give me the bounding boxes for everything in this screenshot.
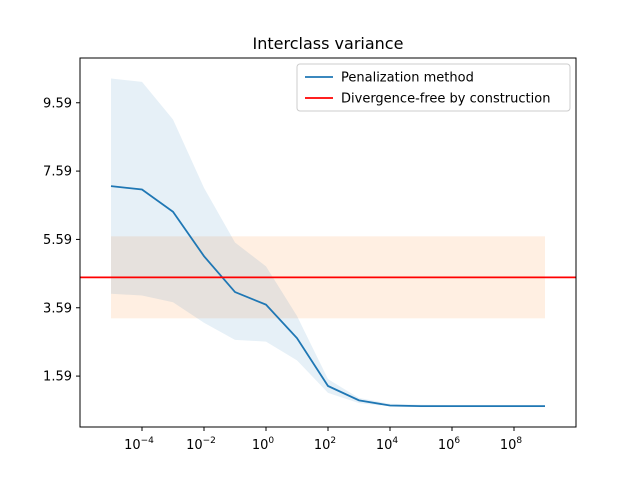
x-tick-label: 106 (438, 436, 461, 453)
legend-box (296, 63, 571, 112)
x-tick-label: 10−2 (186, 436, 216, 453)
bands-layer (111, 78, 545, 408)
chart-title: Interclass variance (253, 34, 404, 53)
legend-label: Penalization method (341, 71, 474, 86)
x-tick-label: 108 (500, 436, 523, 453)
x-tick-label: 104 (376, 436, 399, 453)
legend: Penalization method Divergence-free by co… (296, 63, 571, 112)
penalization-band (111, 78, 545, 408)
y-tick-label: 7.59 (43, 165, 72, 180)
x-tick-label: 100 (252, 436, 275, 453)
y-tick-label: 1.59 (43, 370, 72, 385)
x-tick-label: 102 (314, 436, 336, 453)
penalization-line (110, 185, 545, 408)
legend-label: Divergence-free by construction (341, 92, 550, 107)
y-axis-ticks: 1.59 3.59 5.59 7.59 9.59 (43, 96, 80, 385)
lines-layer (80, 185, 576, 408)
y-tick-label: 3.59 (43, 301, 72, 316)
y-tick-label: 5.59 (43, 233, 72, 248)
x-axis-ticks: 10−4 10−2 100 102 104 106 108 (124, 427, 522, 453)
x-tick-label: 10−4 (124, 436, 154, 453)
y-tick-label: 9.59 (43, 96, 72, 111)
